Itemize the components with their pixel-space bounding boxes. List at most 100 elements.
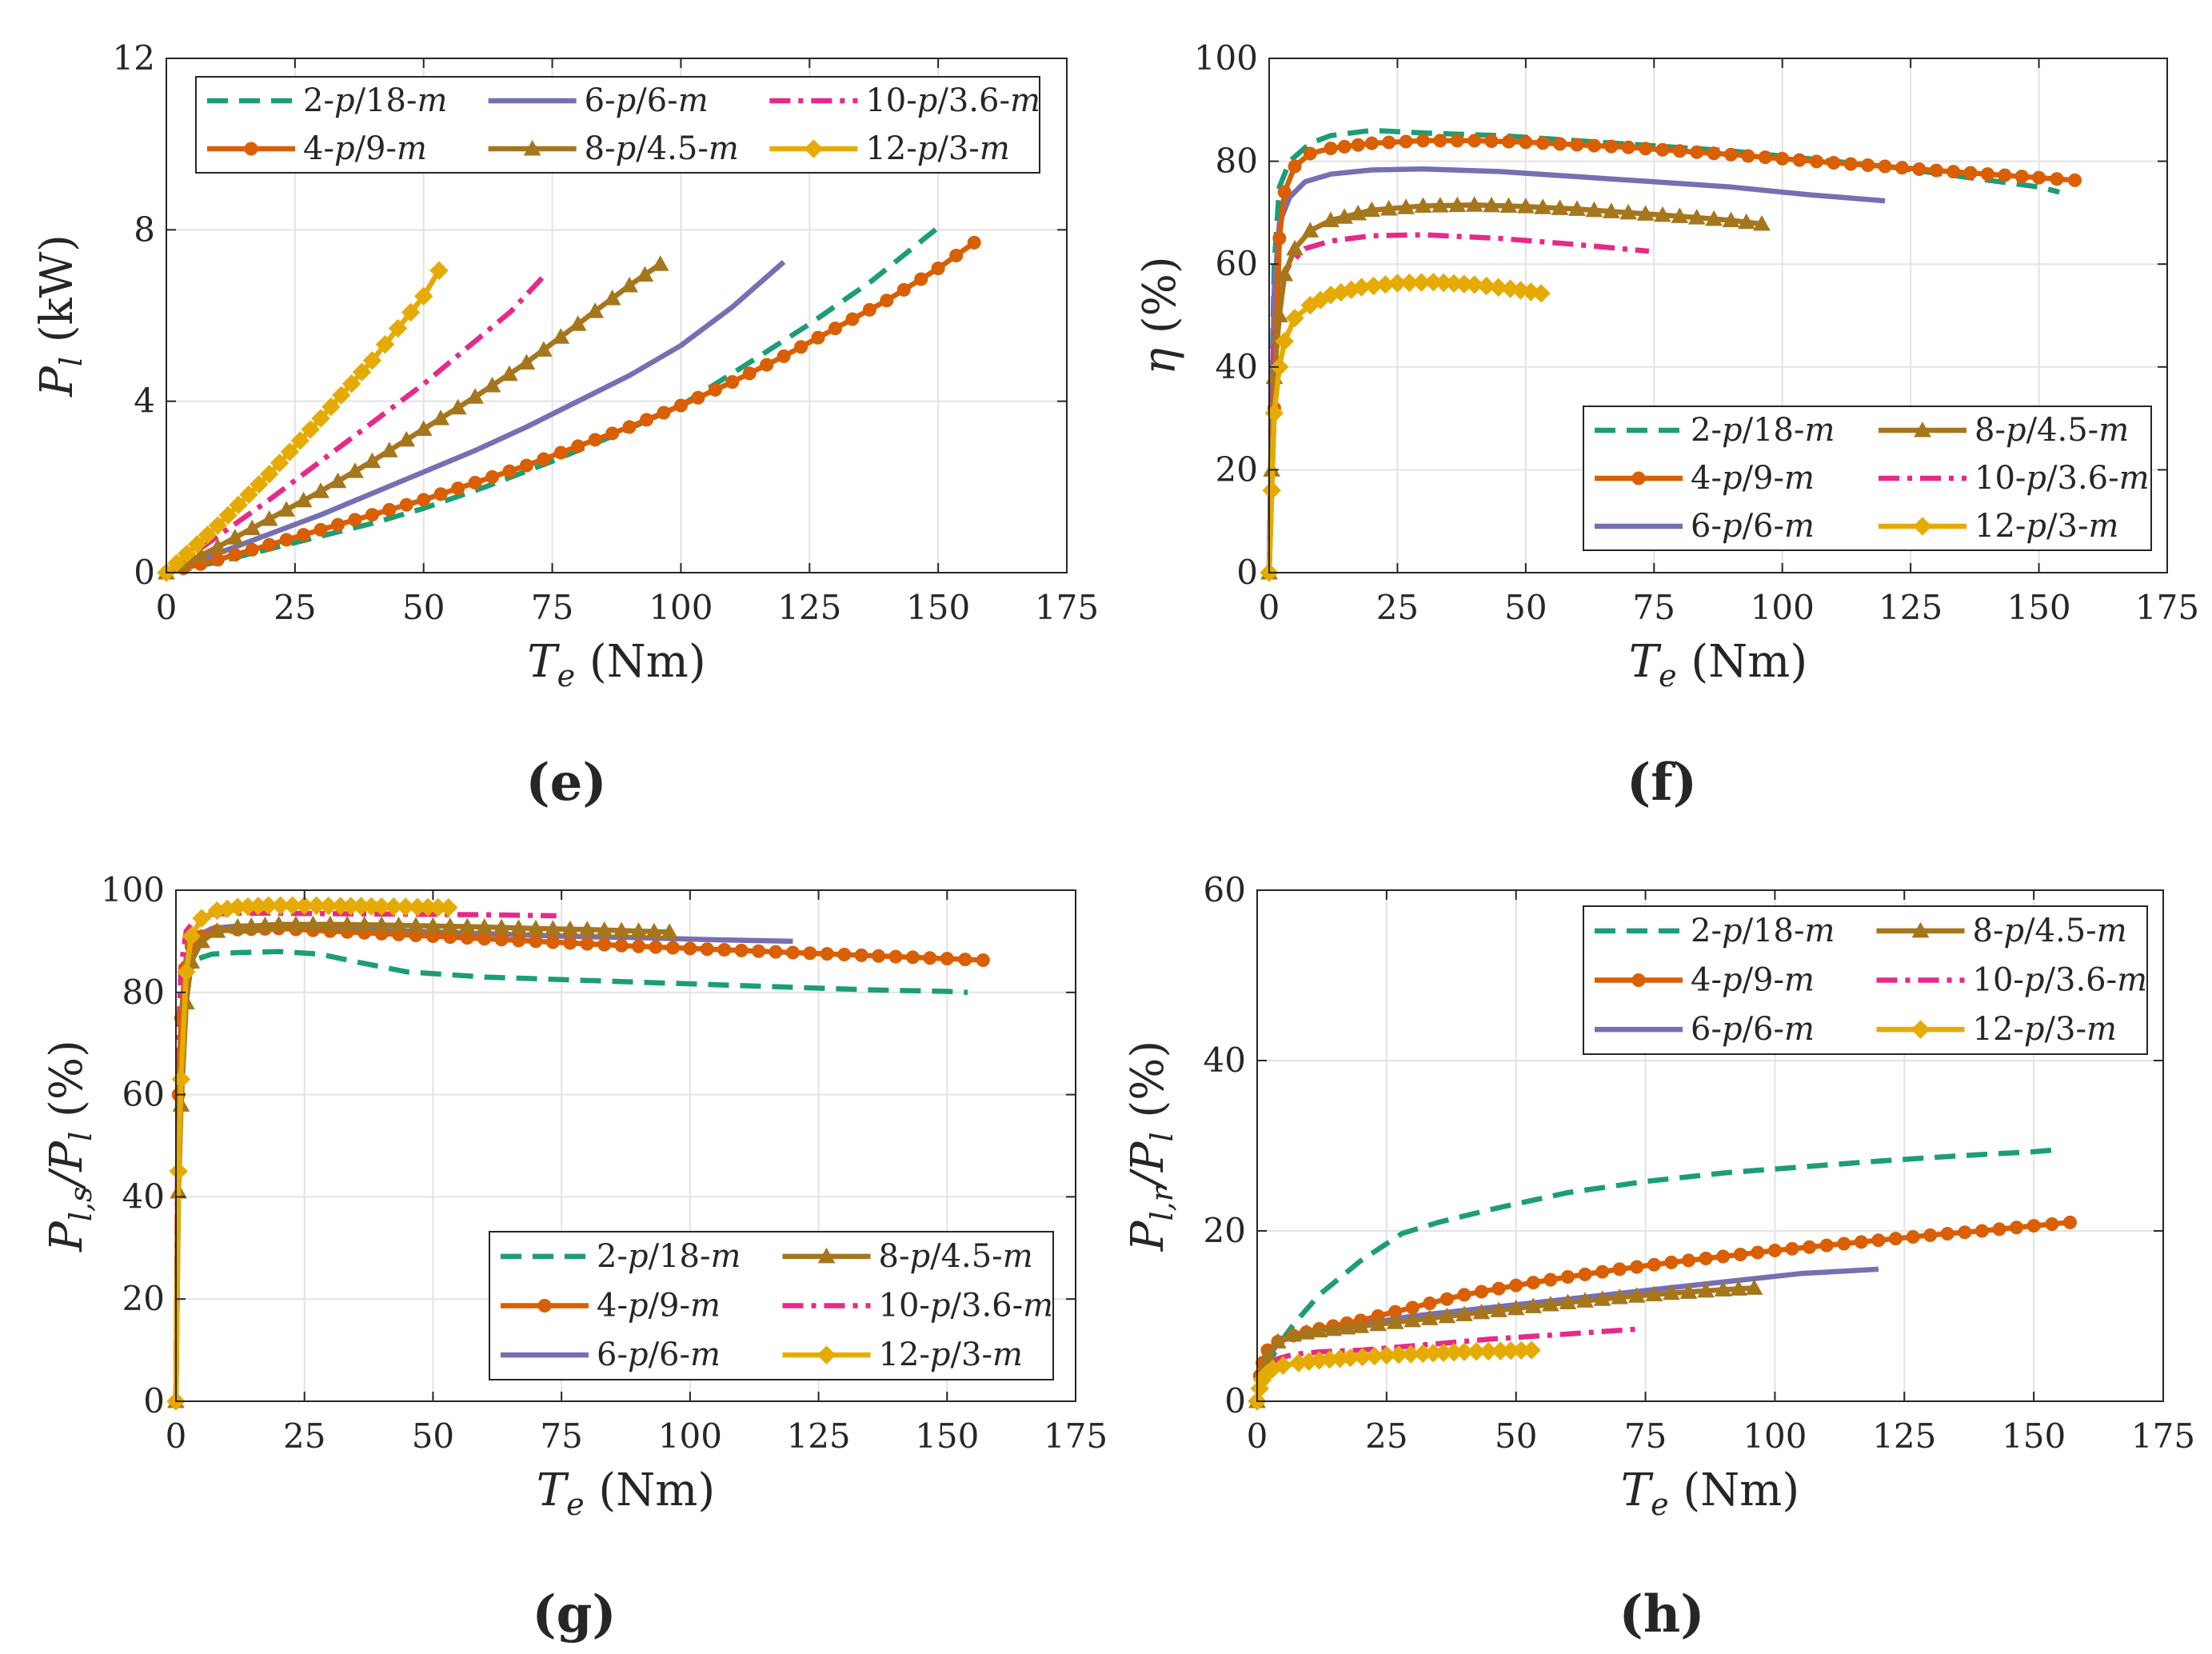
data-point-8-p/4.5-m bbox=[493, 918, 510, 935]
data-point-4-p/9-m bbox=[794, 340, 809, 354]
data-point-8-p/4.5-m bbox=[1363, 201, 1381, 218]
data-point-4-p/9-m bbox=[1382, 135, 1396, 150]
data-point-4-p/9-m bbox=[1612, 1262, 1627, 1276]
data-point-4-p/9-m bbox=[365, 508, 379, 522]
y-tick-label: 60 bbox=[1204, 870, 1246, 909]
data-point-4-p/9-m bbox=[1672, 144, 1687, 158]
data-point-4-p/9-m bbox=[1843, 157, 1858, 171]
data-point-8-p/4.5-m bbox=[621, 276, 638, 293]
data-point-4-p/9-m bbox=[673, 398, 688, 413]
data-point-8-p/4.5-m bbox=[270, 915, 288, 932]
data-point-8-p/4.5-m bbox=[1269, 1332, 1287, 1348]
y-tick-label: 0 bbox=[143, 1381, 165, 1420]
data-point-12-p/3-m bbox=[177, 962, 196, 981]
data-point-8-p/4.5-m bbox=[613, 921, 630, 937]
x-tick-label: 0 bbox=[1259, 588, 1280, 627]
data-point-4-p/9-m bbox=[1578, 1267, 1592, 1281]
data-point-8-p/4.5-m bbox=[192, 546, 210, 563]
data-point-4-p/9-m bbox=[1457, 1288, 1471, 1302]
y-tick-label: 0 bbox=[1224, 1381, 1246, 1420]
data-point-4-p/9-m bbox=[837, 948, 852, 962]
y-tick-label: 80 bbox=[122, 973, 165, 1012]
data-point-4-p/9-m bbox=[1491, 1281, 1506, 1296]
data-point-4-p/9-m bbox=[399, 497, 413, 512]
data-point-8-p/4.5-m bbox=[509, 919, 528, 935]
legend-entry-label: 8-p/4.5-m bbox=[879, 1238, 1033, 1275]
data-point-4-p/9-m bbox=[820, 947, 834, 961]
data-point-4-p/9-m bbox=[1630, 1260, 1644, 1274]
data-point-12-p/3-m bbox=[332, 386, 351, 405]
data-point-4-p/9-m bbox=[1733, 1247, 1747, 1261]
data-point-4-p/9-m bbox=[1699, 1251, 1713, 1265]
data-point-12-p/3-m bbox=[229, 495, 248, 515]
data-point-8-p/4.5-m bbox=[1270, 306, 1288, 322]
data-point-4-p/9-m bbox=[1963, 166, 1978, 180]
data-point-8-p/4.5-m bbox=[209, 537, 227, 554]
data-point-8-p/4.5-m bbox=[312, 482, 329, 498]
data-point-4-p/9-m bbox=[330, 517, 345, 532]
x-tick-label: 75 bbox=[1633, 588, 1675, 627]
data-point-4-p/9-m bbox=[529, 934, 543, 949]
data-point-4-p/9-m bbox=[777, 349, 791, 363]
y-tick-label: 0 bbox=[1236, 553, 1258, 592]
data-point-4-p/9-m bbox=[1570, 138, 1584, 152]
legend-entry-label: 6-p/6-m bbox=[1691, 508, 1815, 545]
data-point-8-p/4.5-m bbox=[552, 328, 570, 344]
data-point-8-p/4.5-m bbox=[1301, 222, 1320, 238]
y-tick-label: 40 bbox=[1216, 347, 1258, 386]
series-6-p/6-m bbox=[165, 260, 786, 576]
data-point-12-p/3-m bbox=[1522, 1340, 1541, 1360]
data-point-4-p/9-m bbox=[862, 302, 876, 317]
x-axis-label: Te (Nm) bbox=[1621, 1464, 1799, 1522]
panel-label: (e) bbox=[525, 753, 606, 813]
data-point-4-p/9-m bbox=[2062, 1215, 2077, 1229]
data-point-8-p/4.5-m bbox=[1697, 1281, 1715, 1298]
data-point-4-p/9-m bbox=[914, 272, 928, 286]
data-point-4-p/9-m bbox=[1647, 1257, 1661, 1272]
axes-frame bbox=[1256, 889, 2164, 1402]
data-point-8-p/4.5-m bbox=[1380, 199, 1398, 216]
data-point-4-p/9-m bbox=[905, 950, 920, 965]
x-tick-label: 150 bbox=[915, 1416, 979, 1456]
data-point-4-p/9-m bbox=[1819, 1238, 1834, 1252]
data-point-4-p/9-m bbox=[622, 420, 637, 434]
data-point-4-p/9-m bbox=[632, 939, 646, 953]
data-point-12-p/3-m bbox=[401, 302, 421, 322]
series-2-p/18-m bbox=[1254, 1147, 2055, 1402]
data-point-4-p/9-m bbox=[1467, 134, 1482, 148]
data-point-8-p/4.5-m bbox=[1576, 1292, 1594, 1308]
x-tick-label: 125 bbox=[1872, 1416, 1936, 1456]
y-tick-label: 20 bbox=[122, 1279, 165, 1318]
x-tick-label: 25 bbox=[1376, 588, 1419, 627]
data-point-4-p/9-m bbox=[1946, 165, 1961, 179]
panel-label: (f) bbox=[1627, 753, 1697, 813]
data-point-8-p/4.5-m bbox=[1310, 1321, 1328, 1338]
y-axis-label: Pl,s/Pl (%) bbox=[41, 1040, 98, 1252]
y-tick-label: 40 bbox=[1204, 1041, 1246, 1080]
y-axis-label: Pl,r/Pl (%) bbox=[1122, 1041, 1180, 1252]
data-point-4-p/9-m bbox=[1690, 145, 1704, 159]
legend-entry-label: 8-p/4.5-m bbox=[1974, 412, 2129, 449]
series-12-p/3-m bbox=[1260, 272, 1551, 582]
x-tick-label: 75 bbox=[1624, 1416, 1667, 1456]
data-point-4-p/9-m bbox=[665, 941, 680, 955]
data-point-8-p/4.5-m bbox=[1559, 1293, 1577, 1309]
data-point-4-p/9-m bbox=[657, 406, 671, 420]
data-point-4-p/9-m bbox=[1895, 161, 1909, 175]
data-point-12-p/3-m bbox=[414, 286, 433, 306]
data-point-8-p/4.5-m bbox=[1369, 1315, 1387, 1332]
data-point-8-p/4.5-m bbox=[629, 922, 648, 938]
data-point-8-p/4.5-m bbox=[1324, 1320, 1342, 1336]
legend-entry-label: 12-p/3-m bbox=[865, 130, 1009, 167]
panel-label: (g) bbox=[532, 1584, 616, 1644]
x-tick-label: 175 bbox=[2131, 1416, 2195, 1456]
data-point-8-p/4.5-m bbox=[1753, 215, 1771, 231]
data-point-8-p/4.5-m bbox=[1297, 1324, 1316, 1340]
data-point-8-p/4.5-m bbox=[1472, 1303, 1491, 1320]
series-8-p/4.5-m bbox=[1260, 196, 1771, 580]
data-point-4-p/9-m bbox=[1604, 139, 1619, 154]
data-point-4-p/9-m bbox=[519, 458, 533, 473]
data-point-8-p/4.5-m bbox=[1585, 201, 1603, 218]
legend-entry-label: 12-p/3-m bbox=[879, 1336, 1023, 1373]
data-point-12-p/3-m bbox=[182, 926, 201, 946]
